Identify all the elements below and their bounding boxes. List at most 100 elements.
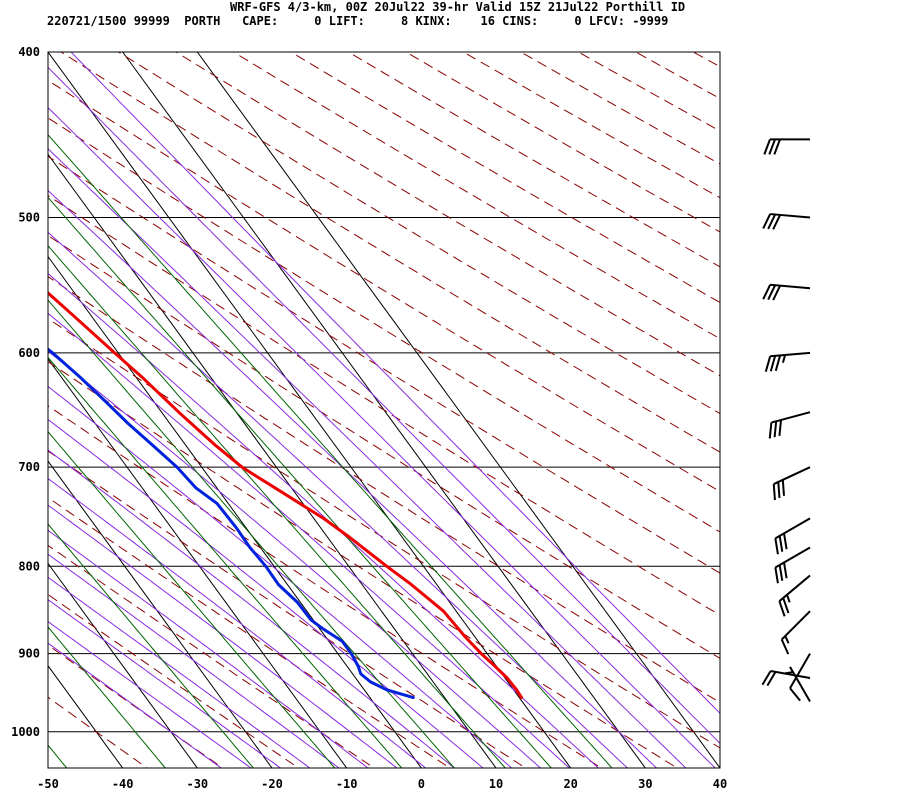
wind-barb-feather	[781, 354, 787, 363]
temperature-point	[505, 676, 509, 680]
dry-adiabat-line	[48, 234, 720, 659]
pressure-tick-label: 400	[18, 45, 40, 59]
wind-barb-staff	[781, 610, 811, 641]
temperature-tick-label: 0	[418, 777, 425, 791]
moist-adiabat-line	[48, 553, 340, 768]
wind-barb	[789, 653, 811, 702]
wind-barb-feather	[778, 600, 786, 617]
wind-barb-staff	[773, 466, 811, 485]
pressure-tick-label: 900	[18, 647, 40, 661]
wind-barb	[761, 670, 811, 687]
temperature-point	[257, 476, 260, 479]
wind-barb	[774, 546, 811, 584]
wind-barb-feather	[766, 671, 777, 687]
wind-barb-feather	[778, 564, 784, 581]
dry-adiabat-line	[48, 155, 720, 574]
temperature-point	[442, 610, 445, 613]
temperature-point	[177, 411, 180, 414]
dewpoint-point	[235, 526, 238, 530]
temperature-point	[71, 313, 74, 316]
temperature-point	[240, 465, 244, 469]
temperature-tick-label: -50	[37, 777, 59, 791]
moist-adiabat-line	[48, 449, 456, 768]
dry-adiabat-line	[175, 52, 720, 377]
profiles	[19, 290, 523, 700]
wind-barb-feather	[761, 670, 772, 686]
temperature-tick-label: 20	[563, 777, 577, 791]
wind-barb-feather	[781, 479, 785, 496]
temperature-tick-label: -20	[261, 777, 283, 791]
wind-barb	[768, 411, 811, 439]
dewpoint-point	[264, 565, 268, 568]
wind-barb	[778, 574, 811, 617]
wind-barb-feather	[762, 284, 772, 300]
dewpoint-point	[359, 672, 363, 676]
temperature-point	[290, 497, 293, 500]
moist-adiabat-line	[48, 477, 427, 768]
dry-adiabat-line	[48, 644, 224, 768]
wind-barb-staff	[770, 351, 811, 358]
wind-barb-feather	[777, 481, 781, 499]
wind-barb-feather	[768, 422, 773, 439]
dry-adiabat-line	[48, 79, 720, 493]
dewpoint-point	[126, 422, 130, 425]
plot-frame	[47, 51, 721, 769]
dewpoint-point	[248, 546, 252, 549]
dewpoint-point	[19, 326, 21, 328]
temperature-point	[214, 444, 218, 447]
mixing-ratio-line	[48, 744, 68, 768]
pressure-tick-label: 600	[18, 346, 40, 360]
wind-barb-feather	[789, 687, 801, 702]
dry-adiabat-line	[462, 52, 720, 199]
moist-adiabat-line	[48, 385, 513, 768]
wind-barb	[763, 138, 810, 155]
wind-barb-feather	[763, 139, 771, 155]
wind-barb-feather	[768, 139, 776, 155]
dewpoint-point	[194, 486, 198, 490]
moist-adiabat-line	[48, 529, 369, 768]
moist-adiabat-line	[48, 189, 658, 768]
wind-barb-staff	[789, 653, 811, 689]
wind-barb-staff	[770, 283, 811, 290]
temperature-point	[113, 351, 116, 355]
wind-barb-feather	[767, 284, 777, 301]
dewpoint-point	[78, 375, 82, 379]
wind-barb	[762, 283, 811, 301]
wind-barb-staff	[778, 574, 811, 602]
wind-barb-staff	[789, 666, 811, 703]
dry-adiabat-line	[48, 544, 376, 768]
wind-barb-feather	[772, 214, 782, 230]
wind-barb-feather	[782, 597, 790, 614]
wind-barb-feather	[772, 484, 776, 501]
wind-barb	[764, 351, 811, 372]
wind-barbs	[761, 138, 811, 703]
moist-adiabat-line	[48, 106, 716, 768]
dry-adiabat-line	[347, 52, 720, 268]
temperature-tick-label: 40	[713, 777, 727, 791]
dry-adiabat-line	[48, 117, 720, 533]
dewpoint-point	[356, 664, 360, 668]
isotherm-line	[48, 52, 572, 768]
dewpoint-point	[51, 351, 54, 355]
moist-adiabat-line	[48, 599, 282, 768]
wind-barb-feather	[786, 594, 791, 603]
dry-adiabat-line	[634, 52, 720, 100]
dewpoint-point	[151, 444, 155, 447]
isotherm-line	[196, 52, 720, 768]
background-lines	[48, 52, 720, 768]
mixing-ratio-line	[48, 626, 166, 768]
temperature-point	[322, 517, 325, 520]
moist-adiabat-line	[48, 350, 542, 768]
temperature-tick-label: -30	[186, 777, 208, 791]
moist-adiabat-line	[48, 620, 252, 768]
dry-adiabat-line	[48, 450, 527, 768]
mixing-ratio-line	[48, 523, 255, 768]
pressure-tick-label: 1000	[11, 725, 40, 739]
temperature-point	[385, 565, 389, 568]
dewpoint-point	[340, 639, 344, 643]
wind-barb-feather	[780, 639, 790, 655]
temperature-tick-label: 30	[638, 777, 652, 791]
wind-barb-feather	[774, 567, 779, 584]
dry-adiabat-line	[232, 52, 720, 340]
